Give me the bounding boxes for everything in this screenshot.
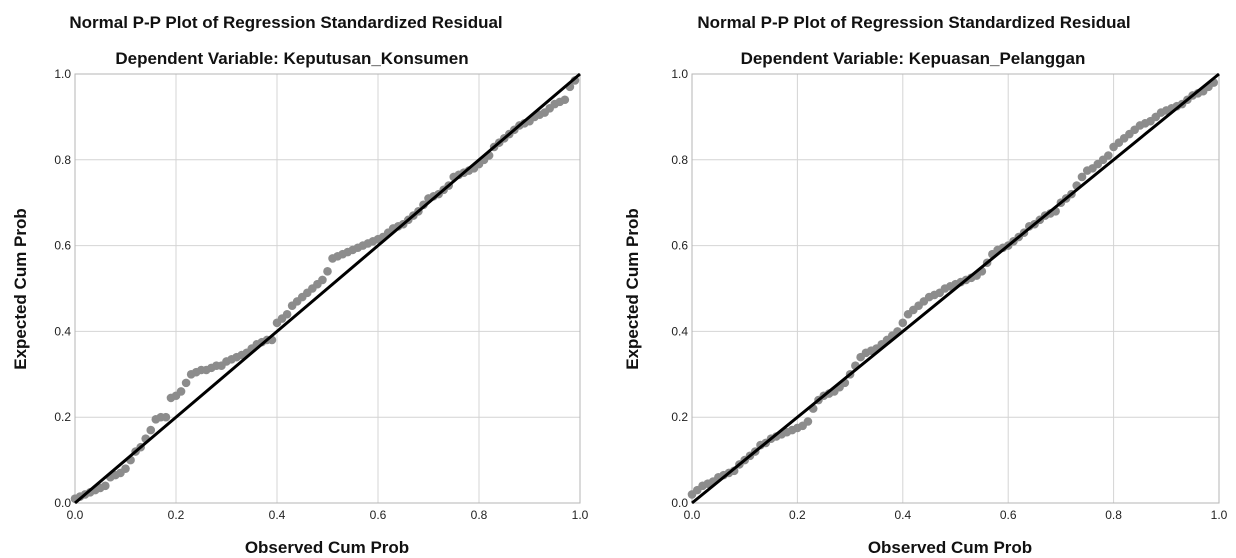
y-tick-label: 0.6 <box>54 239 71 253</box>
data-point <box>176 387 186 396</box>
x-tick-label: 0.8 <box>1105 508 1122 522</box>
x-tick-label: 0.0 <box>684 508 701 522</box>
x-tick-label: 0.4 <box>894 508 911 522</box>
plot-frame <box>691 73 1220 504</box>
reference-line <box>74 72 581 505</box>
data-point <box>803 417 813 426</box>
y-tick-label: 0.2 <box>54 410 71 424</box>
y-tick-label: 0.6 <box>671 239 688 253</box>
y-tick-label: 0.0 <box>54 496 71 510</box>
chart-title: Normal P-P Plot of Regression Standardiz… <box>69 13 502 32</box>
y-tick-label: 0.4 <box>54 324 71 338</box>
data-point <box>181 378 191 388</box>
pp-plot-keputusan-konsumen: Normal P-P Plot of Regression Standardiz… <box>11 13 589 557</box>
y-tick-label: 0.8 <box>671 153 688 167</box>
data-point <box>323 267 332 276</box>
data-point <box>318 275 327 285</box>
y-tick-label: 1.0 <box>54 67 71 81</box>
x-axis-title: Observed Cum Prob <box>245 538 409 557</box>
x-tick-label: 0.2 <box>789 508 806 522</box>
data-point <box>161 412 171 422</box>
x-tick-label: 1.0 <box>1211 508 1228 522</box>
x-tick-label: 0.8 <box>471 508 488 522</box>
x-axis-title: Observed Cum Prob <box>868 538 1032 557</box>
data-point <box>560 95 570 105</box>
x-tick-label: 0.6 <box>370 508 387 522</box>
data-point <box>101 481 110 491</box>
data-point <box>1104 151 1113 160</box>
y-tick-label: 0.2 <box>671 410 688 424</box>
y-tick-labels: 0.0 0.2 0.4 0.6 0.8 1.0 <box>54 67 71 510</box>
x-tick-label: 0.0 <box>67 508 84 522</box>
y-axis-title: Expected Cum Prob <box>11 208 30 370</box>
chart-title: Normal P-P Plot of Regression Standardiz… <box>697 13 1130 32</box>
chart-subtitle: Dependent Variable: Kepuasan_Pelanggan <box>741 49 1086 68</box>
chart-subtitle: Dependent Variable: Keputusan_Konsumen <box>115 49 468 68</box>
y-axis-title: Expected Cum Prob <box>623 208 642 370</box>
x-tick-label: 1.0 <box>572 508 589 522</box>
x-tick-label: 0.4 <box>269 508 286 522</box>
plot-frame <box>74 73 581 504</box>
data-point <box>898 318 908 328</box>
pp-plot-kepuasan-pelanggan: Normal P-P Plot of Regression Standardiz… <box>623 13 1228 557</box>
data-point <box>146 425 156 435</box>
y-tick-label: 1.0 <box>671 67 688 81</box>
y-tick-label: 0.4 <box>671 324 688 338</box>
y-tick-label: 0.0 <box>671 496 688 510</box>
data-point <box>121 464 130 473</box>
x-tick-label: 0.6 <box>1000 508 1017 522</box>
y-tick-labels: 0.0 0.2 0.4 0.6 0.8 1.0 <box>671 67 688 510</box>
reference-line <box>691 72 1220 505</box>
x-tick-labels: 0.0 0.2 0.4 0.6 0.8 1.0 <box>67 508 589 522</box>
x-tick-labels: 0.0 0.2 0.4 0.6 0.8 1.0 <box>684 508 1228 522</box>
data-point <box>282 309 292 319</box>
data-point <box>1077 172 1087 182</box>
y-tick-label: 0.8 <box>54 153 71 167</box>
x-tick-label: 0.2 <box>168 508 185 522</box>
